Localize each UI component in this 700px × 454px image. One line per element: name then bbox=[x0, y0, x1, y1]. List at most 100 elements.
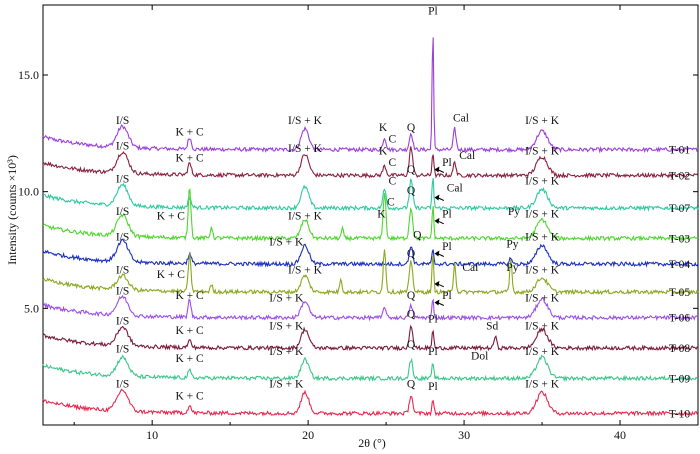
arrow-head bbox=[434, 299, 440, 306]
peak-annotation: I/S + K bbox=[288, 211, 323, 223]
y-tick-label: 10.0 bbox=[18, 185, 39, 199]
peak-annotation: I/S + K bbox=[525, 320, 560, 332]
peak-annotation: K + C bbox=[175, 390, 204, 402]
series-line-t-07 bbox=[42, 178, 699, 212]
y-tick-label: 15.0 bbox=[18, 68, 39, 82]
peak-annotation: I/S + K bbox=[525, 264, 560, 276]
peak-annotation: C bbox=[388, 157, 396, 169]
peak-annotation: Pl bbox=[428, 313, 438, 325]
peak-annotation: I/S + K bbox=[525, 346, 560, 358]
series-line-t-02 bbox=[42, 146, 699, 180]
y-tick-label: 5.0 bbox=[24, 301, 39, 315]
peak-annotation: Q bbox=[407, 379, 416, 391]
peak-annotation: Cal bbox=[447, 183, 463, 195]
peak-annotation: Cal bbox=[462, 262, 478, 274]
arrow-head bbox=[434, 194, 440, 201]
peak-annotation: Dol bbox=[471, 351, 488, 363]
peak-annotation: Q bbox=[407, 122, 416, 134]
peak-annotation: K + C bbox=[175, 152, 204, 164]
peak-annotation: Pl bbox=[428, 381, 438, 393]
peak-annotation: K bbox=[377, 208, 386, 220]
peak-annotation: K bbox=[379, 145, 388, 157]
arrow-head bbox=[434, 250, 440, 257]
series-line-t-10 bbox=[42, 388, 699, 418]
peak-annotation: I/S bbox=[116, 141, 129, 153]
peak-annotation: I/S + K bbox=[269, 292, 304, 304]
peak-annotation: I/S bbox=[116, 285, 129, 297]
peak-annotation: Q bbox=[413, 229, 422, 241]
peak-annotation: I/S + K bbox=[269, 236, 304, 248]
peak-annotation: K + C bbox=[157, 211, 186, 223]
series-label: T-10 bbox=[669, 408, 691, 420]
x-axis-label: 2θ (°) bbox=[358, 436, 386, 450]
arrow-head bbox=[434, 217, 440, 224]
peak-annotation: K + C bbox=[175, 353, 204, 365]
peak-annotation: C bbox=[388, 176, 396, 188]
peak-annotation: Py bbox=[506, 239, 518, 251]
peak-annotation: Py bbox=[506, 262, 518, 274]
peak-annotation: Q bbox=[407, 164, 416, 176]
peak-annotation: I/S + K bbox=[525, 115, 560, 127]
traces bbox=[42, 37, 699, 418]
peak-annotation: Q bbox=[407, 309, 416, 321]
x-tick-label: 30 bbox=[458, 428, 470, 442]
series-label: T-03 bbox=[669, 233, 691, 245]
peak-annotation: Q bbox=[407, 339, 416, 351]
peak-annotation: Q bbox=[407, 248, 416, 260]
peak-annotation: I/S bbox=[116, 316, 129, 328]
peak-annotation: I/S + K bbox=[269, 346, 304, 358]
peak-annotation: Pl bbox=[442, 241, 452, 253]
x-tick-label: 10 bbox=[146, 428, 158, 442]
series-line-t-08 bbox=[42, 324, 698, 352]
peak-annotation: I/S + K bbox=[288, 264, 323, 276]
peak-annotation: I/S + K bbox=[525, 208, 560, 220]
series-line-t-01 bbox=[42, 37, 698, 154]
peak-annotation: K + C bbox=[157, 269, 186, 281]
series-label: T-05 bbox=[669, 287, 691, 299]
peak-annotation: Pl bbox=[442, 290, 452, 302]
plot-frame bbox=[42, 4, 699, 426]
peak-annotation: Pl bbox=[442, 208, 452, 220]
series-label: T-02 bbox=[669, 170, 691, 182]
peak-annotation: I/S bbox=[116, 115, 129, 127]
peak-annotation: I/S + K bbox=[525, 176, 560, 188]
peak-annotation: I/S + K bbox=[288, 115, 323, 127]
peak-annotation: I/S bbox=[116, 379, 129, 391]
peak-annotation: Pl bbox=[442, 157, 452, 169]
peak-annotation: I/S + K bbox=[269, 320, 304, 332]
arrow-head bbox=[434, 166, 440, 173]
peak-annotation: I/S + K bbox=[525, 379, 560, 391]
peak-annotation: Cal bbox=[459, 150, 475, 162]
peak-annotation: K bbox=[379, 122, 388, 134]
peak-annotation: I/S bbox=[116, 264, 129, 276]
peak-annotation: I/S bbox=[116, 206, 129, 218]
series-label: T-06 bbox=[669, 313, 691, 325]
peak-annotation: I/S bbox=[116, 232, 129, 244]
peak-annotation: Q bbox=[407, 290, 416, 302]
series-label: T-01 bbox=[669, 145, 691, 157]
plot-area bbox=[42, 4, 699, 426]
x-tick-label: 40 bbox=[614, 428, 626, 442]
axes: 10 20 30 40 5.0 10.0 15.0 bbox=[18, 5, 699, 442]
series-line-t-05 bbox=[42, 249, 699, 296]
series-label: T-08 bbox=[669, 343, 691, 355]
peak-annotation: I/S bbox=[116, 173, 129, 185]
peak-annotation: Pl bbox=[428, 5, 438, 17]
x-tick-label: 20 bbox=[302, 428, 314, 442]
series-line-t-06 bbox=[42, 294, 699, 322]
peak-annotation: I/S + K bbox=[269, 379, 304, 391]
peak-annotation: K + C bbox=[175, 325, 204, 337]
peak-annotation: I/S + K bbox=[288, 143, 323, 155]
peak-annotation: Sd bbox=[486, 320, 498, 332]
peak-annotation: Q bbox=[407, 185, 416, 197]
peak-annotation: K + C bbox=[175, 127, 204, 139]
y-axis-label: Intensity (counts ×10³) bbox=[5, 155, 19, 265]
series-line-t-03 bbox=[42, 187, 699, 243]
arrow-head bbox=[434, 280, 440, 287]
series-label: T-07 bbox=[669, 203, 691, 215]
peak-annotation: I/S + K bbox=[525, 232, 560, 244]
peak-annotation: K + C bbox=[175, 290, 204, 302]
series-line-t-04 bbox=[42, 238, 699, 268]
